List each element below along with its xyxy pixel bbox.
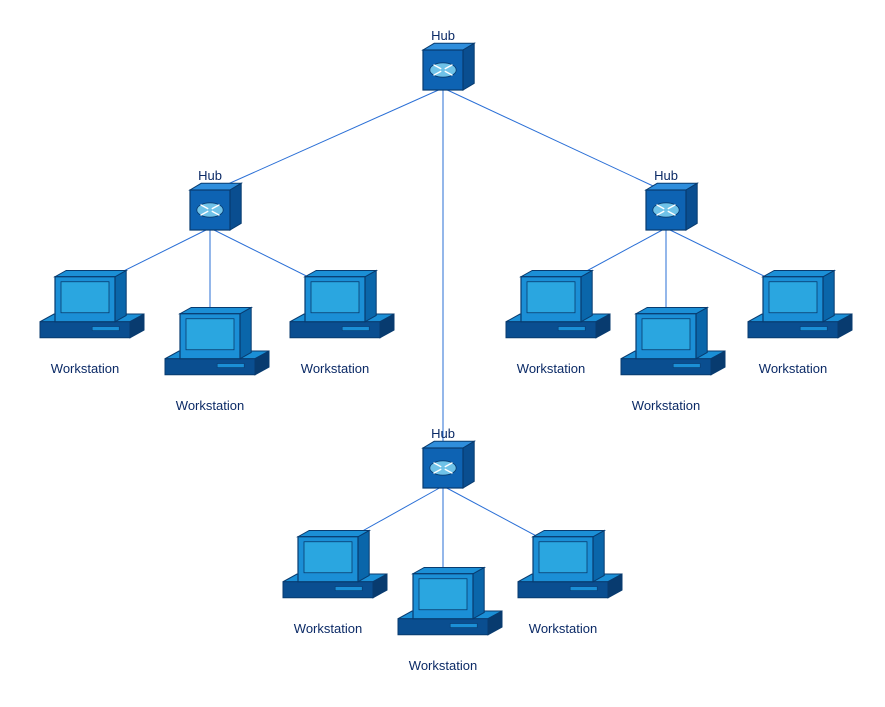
edge (443, 88, 666, 192)
workstation-node: Workstation (290, 270, 394, 376)
workstation-label: Workstation (51, 361, 119, 376)
workstation-label: Workstation (517, 361, 585, 376)
hub-node: Hub (423, 426, 474, 488)
workstation-node: Workstation (40, 270, 144, 376)
workstation-label: Workstation (632, 398, 700, 413)
hub-label: Hub (431, 28, 455, 43)
hub-label: Hub (198, 168, 222, 183)
hub-label: Hub (654, 168, 678, 183)
workstation-node: Workstation (518, 530, 622, 636)
hub-node: Hub (646, 168, 697, 230)
hub-label: Hub (431, 426, 455, 441)
workstation-node: Workstation (748, 270, 852, 376)
workstation-node: Workstation (621, 307, 725, 413)
workstation-label: Workstation (294, 621, 362, 636)
hub-node: Hub (190, 168, 241, 230)
workstation-node: Workstation (283, 530, 387, 636)
workstation-label: Workstation (301, 361, 369, 376)
workstation-node: Workstation (398, 567, 502, 673)
workstation-label: Workstation (176, 398, 244, 413)
hub-node: Hub (423, 28, 474, 90)
network-diagram: Hub Hub Hub Hub Workstation Workstation Workst… (0, 0, 885, 707)
workstation-label: Workstation (409, 658, 477, 673)
workstation-node: Workstation (506, 270, 610, 376)
workstation-label: Workstation (759, 361, 827, 376)
edge (210, 88, 443, 192)
workstation-label: Workstation (529, 621, 597, 636)
workstation-node: Workstation (165, 307, 269, 413)
